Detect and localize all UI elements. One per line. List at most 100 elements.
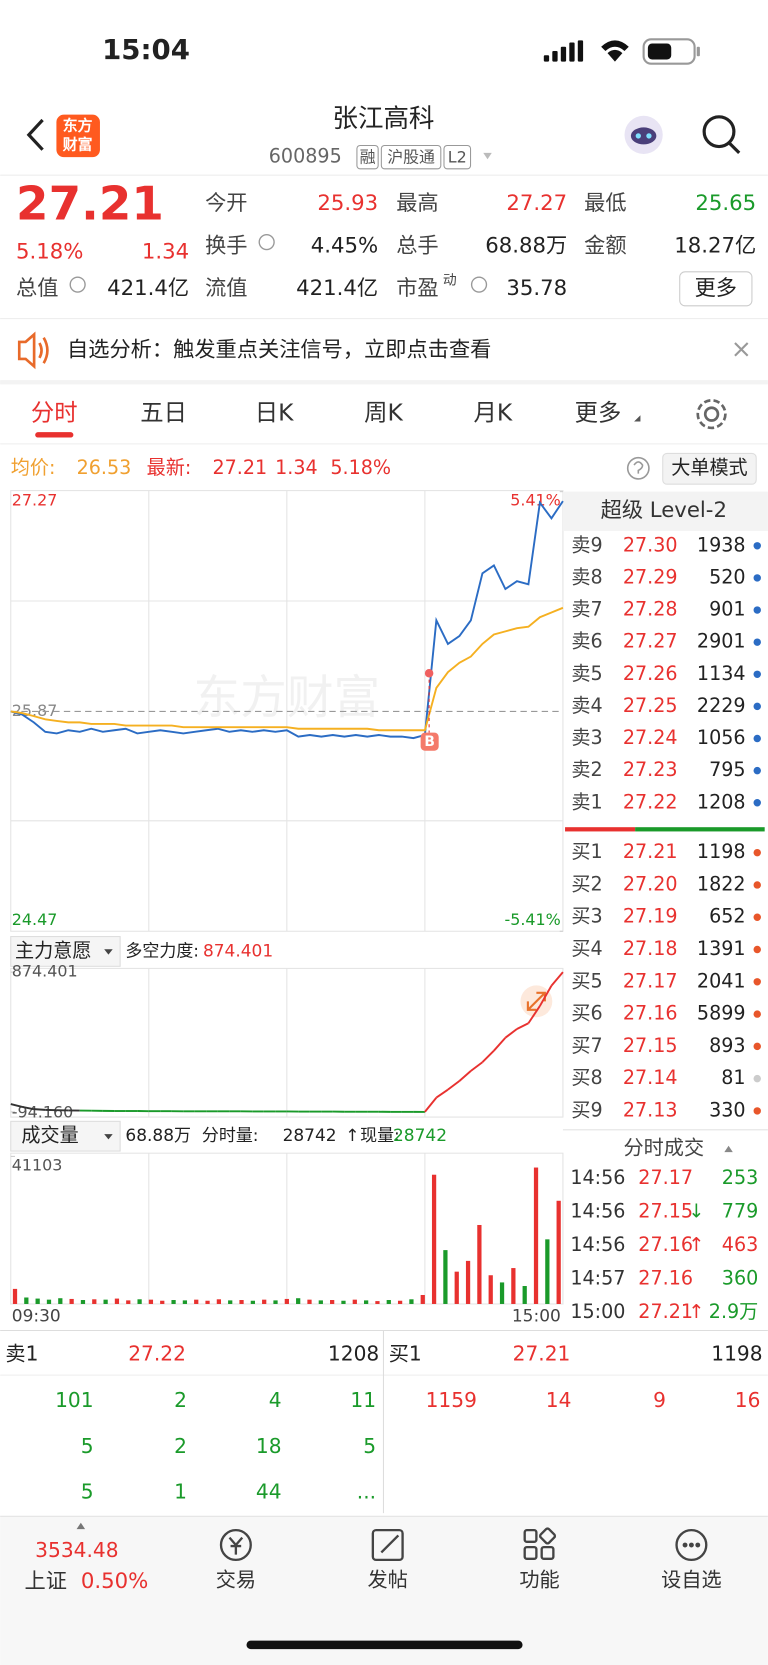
volume-bar xyxy=(216,1299,222,1304)
volume-bar xyxy=(250,1300,255,1304)
tag-box xyxy=(380,144,442,170)
ask-ratio xyxy=(565,827,636,832)
volume-bar xyxy=(511,1268,516,1304)
indicator-title[interactable]: 成交量 xyxy=(21,1124,78,1147)
big-order-button[interactable] xyxy=(662,452,757,485)
index-name: 上证 xyxy=(25,1569,67,1594)
book-volume: 1198 xyxy=(697,840,746,863)
help-icon-glyph xyxy=(633,461,644,474)
book-volume: 81 xyxy=(721,1066,745,1089)
trade-arrow: ↑ xyxy=(688,1300,704,1323)
dropdown-icon xyxy=(104,949,113,955)
marker-badge xyxy=(420,732,439,751)
notice[interactable]: 自选分析：触发重点关注信号，立即点击查看 xyxy=(67,337,491,362)
info-icon[interactable] xyxy=(69,276,86,293)
book-label: 买4 xyxy=(571,937,602,960)
y2-tick-label: -5.41% xyxy=(505,910,561,929)
price: 27.21 xyxy=(16,178,164,232)
force-line xyxy=(493,1037,507,1052)
separator xyxy=(0,380,768,385)
assistant-icon[interactable] xyxy=(624,115,663,154)
settings-button[interactable] xyxy=(696,398,727,430)
stat-value: 421.4亿 xyxy=(296,276,378,301)
logo xyxy=(56,114,100,158)
info-icon[interactable] xyxy=(258,233,275,251)
nav-item[interactable]: 交易 xyxy=(216,1568,256,1592)
search-button[interactable] xyxy=(702,115,741,155)
volume-bar xyxy=(397,1300,403,1304)
stock-code: 600895 xyxy=(269,145,342,168)
volume-bar xyxy=(409,1299,414,1304)
indicator-title[interactable]: 主力意愿 xyxy=(15,939,91,962)
volume-bar xyxy=(46,1299,52,1304)
force-line xyxy=(424,1096,438,1113)
book-volume: 1938 xyxy=(697,533,746,556)
force-line xyxy=(527,1005,541,1024)
trade-time: 14:56 xyxy=(570,1200,625,1223)
expand-icon[interactable] xyxy=(76,1522,86,1530)
book-price: 27.17 xyxy=(623,969,678,992)
speaker-icon xyxy=(17,331,49,370)
tab[interactable]: 周K xyxy=(364,399,403,427)
book-volume: 2041 xyxy=(697,969,746,992)
volume-bar xyxy=(443,1250,448,1304)
queue-volume: 101 xyxy=(55,1388,93,1412)
volume-bar xyxy=(58,1298,63,1304)
book-label: 买9 xyxy=(571,1098,602,1121)
trade-price: 27.17 xyxy=(638,1166,693,1189)
back-button[interactable] xyxy=(26,118,44,151)
tab[interactable]: 五日 xyxy=(140,399,187,427)
book-volume: 1208 xyxy=(328,1341,379,1365)
latest-change: 1.34 xyxy=(275,456,318,479)
nav-item[interactable]: 发帖 xyxy=(368,1568,408,1592)
volume-bar xyxy=(114,1298,120,1304)
book-label: 买1 xyxy=(389,1341,422,1365)
tab[interactable]: 更多 xyxy=(575,399,622,427)
book-dot xyxy=(753,1074,761,1083)
button-label[interactable]: 大单模式 xyxy=(671,456,747,479)
tab[interactable]: 分时 xyxy=(31,399,78,427)
avg-value: 26.53 xyxy=(77,456,132,479)
volume-bar xyxy=(171,1300,176,1304)
watermark: 东方财富 xyxy=(193,671,380,725)
book-volume: 1198 xyxy=(711,1341,762,1365)
dropdown-icon xyxy=(634,415,641,422)
trade-arrow: ↓ xyxy=(688,1200,704,1223)
nav-item[interactable]: 功能 xyxy=(519,1568,559,1592)
book-dot xyxy=(753,1010,761,1018)
force-line xyxy=(33,1108,46,1111)
tab[interactable]: 月K xyxy=(473,399,512,427)
close-button[interactable] xyxy=(734,342,749,357)
tab-indicator xyxy=(35,432,74,438)
book-dot xyxy=(753,606,761,614)
volume-bar xyxy=(137,1299,142,1304)
nav-icons xyxy=(219,1527,708,1562)
book-label: 卖8 xyxy=(571,565,602,588)
volume-bar xyxy=(239,1300,244,1304)
tab[interactable]: 日K xyxy=(255,399,294,427)
book-label: 卖6 xyxy=(571,630,602,653)
book-volume: 330 xyxy=(709,1098,745,1121)
volume-total: 68.88万 xyxy=(125,1126,191,1146)
book-dot xyxy=(753,542,761,550)
queue-volume: 5 xyxy=(81,1434,94,1458)
indicator-label: 多空力度: xyxy=(125,941,199,961)
index-value[interactable]: 3534.48 xyxy=(35,1538,118,1562)
indicator-select[interactable] xyxy=(10,936,121,967)
volume-bar xyxy=(228,1300,233,1304)
dropdown-icon xyxy=(104,1134,113,1140)
more-label[interactable]: 更多 xyxy=(695,276,737,301)
book-volume: 893 xyxy=(709,1034,745,1057)
indicator-select[interactable] xyxy=(10,1120,121,1152)
help-icon[interactable] xyxy=(626,456,650,480)
nav-item[interactable]: 设自选 xyxy=(661,1568,721,1592)
queue-volume: 1159 xyxy=(426,1388,477,1412)
volume-value: 28742 xyxy=(283,1126,337,1146)
book-volume: 795 xyxy=(709,758,745,781)
change-pct: 5.18% xyxy=(16,240,83,265)
more-button[interactable] xyxy=(679,271,753,307)
volume-bar xyxy=(194,1299,199,1304)
trade-volume: 463 xyxy=(722,1233,758,1256)
info-icon[interactable] xyxy=(470,276,488,293)
